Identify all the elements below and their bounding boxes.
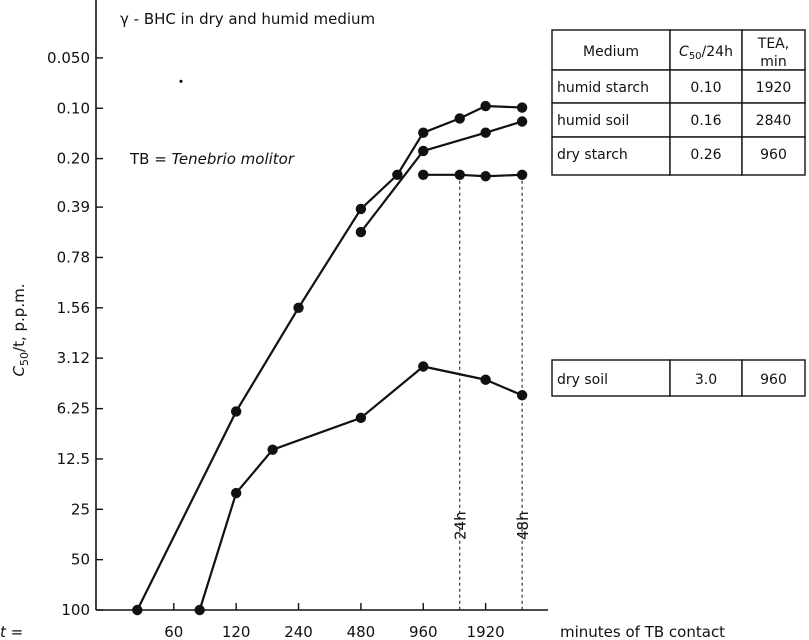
axes: 0.050 0.10 0.20 0.39 0.78 1.56 3.12 6.25 12.5 25 5…: [47, 0, 548, 640]
table-cell-tea: 960: [760, 372, 787, 388]
data-point-humid_soil: [480, 127, 491, 138]
data-point-humid_soil: [418, 145, 429, 157]
y-axis-label: C50/t, p.p.m.: [10, 284, 31, 377]
y-tick-label: 25: [71, 500, 90, 518]
x-axis-label: minutes of TB contact: [560, 623, 725, 640]
table-header-tea-2: min: [760, 54, 786, 70]
series-line-dry_soil: [198, 365, 523, 611]
y-tick-label: 0.10: [57, 99, 90, 117]
table-cell: [741, 359, 806, 397]
table-cell-medium: dry starch: [557, 147, 628, 163]
series-line-dry_starch: [423, 173, 523, 178]
data-point-humid_starch: [132, 604, 143, 616]
data-point-humid_starch: [230, 406, 242, 417]
data-point-dry_starch: [516, 169, 528, 181]
table-cell-c50: 0.16: [690, 113, 721, 129]
x-prefix-label: t =: [0, 623, 23, 640]
table-cell-c50: 0.26: [690, 147, 721, 163]
data-point-dry_soil: [194, 604, 205, 616]
table-cell: [669, 102, 743, 138]
table-cell-medium: dry soil: [557, 372, 608, 388]
y-tick-label: 6.25: [57, 400, 90, 418]
data-point-humid_starch: [392, 169, 403, 181]
y-label-c: C: [10, 365, 28, 376]
y-tick-label: 12.5: [57, 450, 90, 468]
table-cell-c50: 3.0: [695, 372, 717, 388]
data-point-humid_starch: [293, 302, 304, 314]
table-cell: [741, 69, 806, 104]
table-cell-tea: 1920: [756, 80, 792, 96]
annotation-species: Tenebrio molitor: [172, 150, 295, 168]
table-header-medium: Medium: [583, 44, 639, 60]
table-cell-tea: 2840: [756, 113, 792, 129]
table-cell-tea: 960: [760, 147, 787, 163]
y-tick-label: 0.050: [47, 49, 90, 67]
y-tick-label: 0.78: [57, 248, 90, 266]
table-cell: [669, 136, 743, 176]
data-point-humid_starch: [355, 203, 367, 215]
table-cell: [741, 136, 806, 176]
data-point-humid_starch: [418, 127, 429, 138]
table-cell: [669, 359, 743, 397]
data-point-dry_soil: [516, 390, 528, 401]
x-tick-label: 240: [284, 623, 313, 640]
y-tick-label: 100: [61, 601, 90, 619]
x-tick-label: 120: [222, 623, 251, 640]
series-group: [132, 79, 528, 616]
table-cell-c50: 0.10: [690, 80, 721, 96]
y-tick-label: 0.20: [57, 150, 90, 168]
table-cell: [741, 29, 806, 71]
data-point-dry_soil: [267, 444, 278, 455]
data-point-dry_soil: [230, 487, 242, 499]
data-point-humid_starch: [454, 113, 465, 124]
data-point-humid_soil: [355, 226, 367, 238]
reference-line-label: 48h: [514, 511, 532, 540]
x-tick-label: 60: [164, 623, 183, 640]
data-point-dry_soil: [480, 374, 491, 385]
series-line-humid_soil: [360, 120, 523, 233]
x-tick-label: 960: [409, 623, 438, 640]
y-tick-label: 1.56: [57, 299, 90, 317]
x-tick-label: 1920: [467, 623, 505, 640]
y-tick-label: 50: [71, 551, 90, 569]
stray-dot: [179, 79, 183, 83]
legend-table: Medium C50/24h TEA, min humid starch 0.10 1920…: [551, 29, 806, 397]
species-annotation: TB = Tenebrio molitor: [129, 150, 295, 168]
data-point-dry_soil: [418, 361, 429, 372]
table-header-c50: C50/24h: [679, 44, 733, 62]
y-tick-label: 3.12: [57, 349, 90, 367]
table-cell: [551, 359, 671, 397]
table-cell-medium: humid soil: [557, 113, 629, 129]
annotation-prefix: TB =: [129, 150, 167, 168]
reference-line-label: 24h: [452, 511, 470, 540]
x-tick-label: 480: [347, 623, 376, 640]
y-label-rest: /t, p.p.m.: [10, 284, 28, 352]
data-point-dry_starch: [454, 169, 465, 181]
table-header-tea-1: TEA,: [757, 36, 789, 52]
table-cell-medium: humid starch: [557, 80, 649, 96]
table-cell: [741, 102, 806, 138]
y-tick-label: 0.39: [57, 198, 90, 216]
data-point-dry_starch: [480, 171, 491, 182]
data-point-humid_starch: [480, 100, 491, 112]
data-point-humid_starch: [516, 102, 528, 113]
data-point-humid_soil: [516, 116, 528, 127]
table-cell: [669, 29, 743, 71]
chart-title: γ - BHC in dry and humid medium: [120, 10, 375, 28]
data-point-dry_starch: [418, 169, 429, 181]
y-label-sub: 50: [18, 352, 31, 366]
data-point-dry_soil: [355, 412, 367, 424]
